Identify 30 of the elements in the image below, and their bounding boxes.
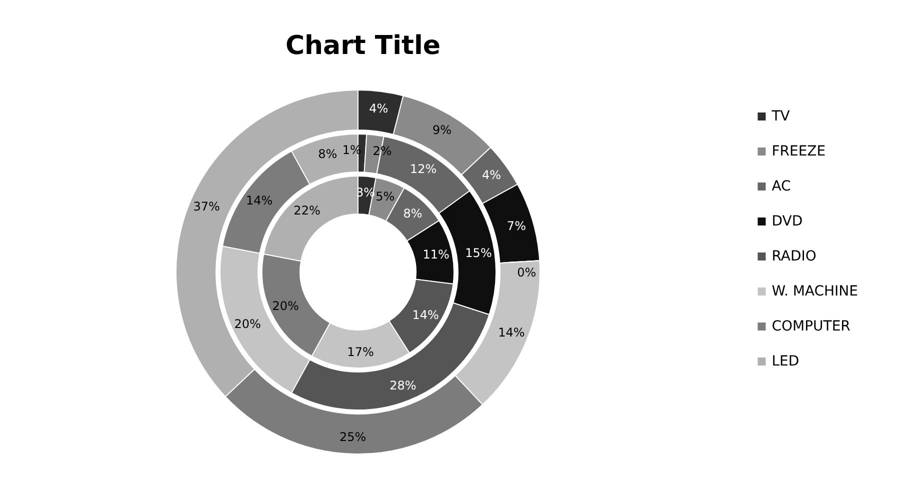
legend-label: COMPUTER [772,318,851,334]
data-label: 22% [294,203,320,218]
data-label: 11% [422,248,450,262]
legend-label: FREEZE [772,144,826,160]
data-label: 14% [246,193,273,208]
data-label: 37% [193,199,220,214]
data-label: 12% [410,162,437,176]
data-label: 17% [347,344,374,359]
data-label: 20% [234,316,261,331]
legend-label: W. MACHINE [772,284,858,300]
data-label: 15% [465,246,492,260]
data-label: 8% [403,206,422,221]
data-label: 25% [339,430,366,444]
legend-label: RADIO [772,248,816,264]
data-label: 4% [482,168,502,182]
data-label: 20% [272,299,299,314]
text: 0% [517,266,536,280]
data-label: 28% [390,378,416,392]
legend-label: TV [770,108,790,124]
legend-label: AC [772,178,792,194]
data-label: 5% [376,190,395,204]
legend-label: LED [772,354,800,370]
data-label: 8% [318,146,338,161]
chart-title: Chart Title [285,31,441,61]
data-label: 14% [498,326,525,340]
legend-label: DVD [772,214,803,230]
data-label: 7% [506,218,526,233]
data-label: 9% [432,122,452,137]
data-label: 4% [369,101,388,116]
data-label: 14% [412,308,439,322]
